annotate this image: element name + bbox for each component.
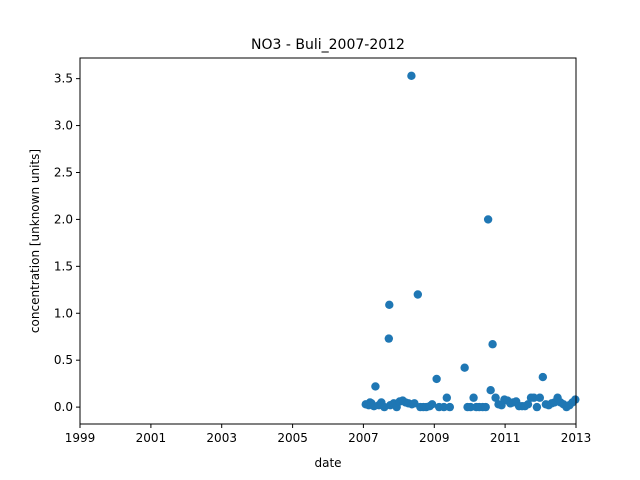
data-point — [407, 71, 416, 81]
data-point — [529, 393, 539, 402]
data-point — [385, 300, 394, 310]
y-tick-label: 1.5 — [54, 259, 73, 273]
x-axis: 1999 2001 2003 2005 2007 2009 2011 2013 — [65, 424, 592, 445]
data-point — [483, 215, 493, 224]
x-tick-label: 1999 — [65, 431, 96, 445]
x-tick-label: 2007 — [348, 431, 379, 445]
x-tick-label: 2001 — [136, 431, 167, 445]
data-point — [442, 393, 452, 402]
x-tick-label: 2005 — [277, 431, 308, 445]
y-tick-label: 2.0 — [54, 212, 73, 226]
data-point — [413, 290, 423, 299]
data-point — [445, 402, 455, 412]
data-point — [523, 400, 533, 409]
data-point — [432, 374, 441, 384]
data-point — [535, 393, 545, 402]
y-tick-label: 1.0 — [54, 306, 73, 320]
data-point — [481, 402, 490, 412]
x-tick-label: 2011 — [490, 431, 521, 445]
data-point — [532, 402, 542, 412]
y-axis-label: concentration [unknown units] — [28, 149, 42, 333]
data-point — [491, 393, 500, 402]
y-tick-label: 3.0 — [54, 119, 73, 133]
y-tick-label: 3.5 — [54, 72, 73, 86]
data-point — [439, 402, 449, 412]
data-point — [371, 382, 380, 391]
x-tick-label: 2009 — [419, 431, 450, 445]
chart-title: NO3 - Buli_2007-2012 — [251, 37, 405, 53]
data-points — [361, 71, 580, 412]
data-point — [427, 400, 437, 409]
data-point — [486, 386, 495, 395]
data-point — [488, 340, 497, 349]
data-point — [571, 395, 580, 404]
x-tick-label: 2003 — [206, 431, 237, 445]
x-tick-label: 2013 — [561, 431, 592, 445]
plot-frame — [79, 57, 577, 425]
y-tick-label: 0.0 — [54, 400, 73, 414]
data-point — [538, 372, 548, 382]
x-axis-label: date — [314, 456, 341, 470]
data-point — [469, 393, 478, 402]
y-tick-label: 0.5 — [54, 353, 73, 367]
y-axis: 0.0 0.5 1.0 1.5 2.0 2.5 3.0 3.5 — [54, 72, 80, 414]
data-point — [384, 334, 394, 343]
y-tick-label: 2.5 — [54, 165, 73, 179]
data-point — [460, 363, 469, 372]
